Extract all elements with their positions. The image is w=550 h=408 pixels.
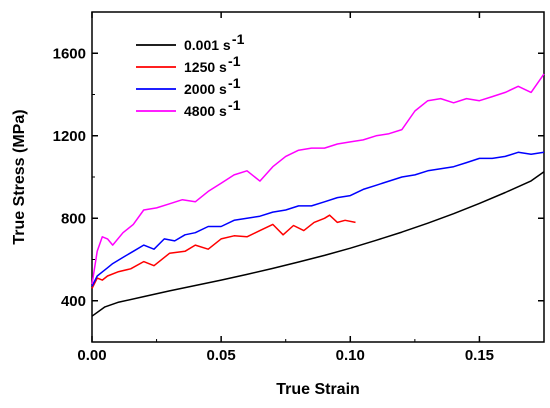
legend-entry: 2000 s -1 xyxy=(136,75,241,97)
legend-label-superscript: -1 xyxy=(228,75,241,91)
x-tick-label: 0.15 xyxy=(465,347,494,364)
legend-label: 1250 s xyxy=(184,59,227,75)
legend-entry: 1250 s -1 xyxy=(136,53,241,75)
legend-label: 0.001 s xyxy=(184,37,231,53)
legend-label: 2000 s xyxy=(184,81,227,97)
axis-ticks xyxy=(91,11,544,343)
series-line-3 xyxy=(91,73,545,285)
y-tick-label: 800 xyxy=(61,210,86,227)
x-axis-title: True Strain xyxy=(276,381,360,398)
series-line-2 xyxy=(91,151,545,287)
x-tick-label: 0.05 xyxy=(207,347,236,364)
legend-label-superscript: -1 xyxy=(228,97,241,113)
y-axis-title: True Stress (MPa) xyxy=(11,109,28,244)
legend-entry: 4800 s -1 xyxy=(136,97,241,119)
y-tick-label: 1200 xyxy=(53,128,86,145)
series-line-1 xyxy=(91,214,356,289)
legend-label: 4800 s xyxy=(184,103,227,119)
legend-label-superscript: -1 xyxy=(228,53,241,69)
x-tick-label: 0.00 xyxy=(77,347,106,364)
x-tick-labels: 0.00 0.05 0.10 0.15 xyxy=(77,347,494,364)
series-line-0 xyxy=(91,171,545,317)
legend-entry: 0.001 s -1 xyxy=(136,31,245,53)
legend-label-superscript: -1 xyxy=(232,31,245,47)
y-tick-label: 1600 xyxy=(53,45,86,62)
x-tick-label: 0.10 xyxy=(336,347,365,364)
y-tick-label: 400 xyxy=(61,293,86,310)
y-tick-labels: 400 800 1200 1600 xyxy=(53,45,86,310)
series-layer xyxy=(91,73,545,317)
